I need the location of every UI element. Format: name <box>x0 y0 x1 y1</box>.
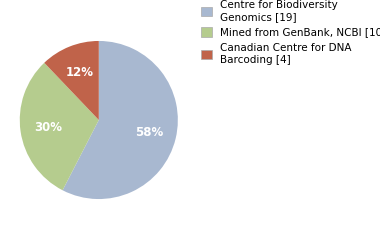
Text: 58%: 58% <box>135 126 163 139</box>
Wedge shape <box>63 41 178 199</box>
Wedge shape <box>20 63 99 190</box>
Wedge shape <box>44 41 99 120</box>
Legend: Centre for Biodiversity
Genomics [19], Mined from GenBank, NCBI [10], Canadian C: Centre for Biodiversity Genomics [19], M… <box>201 0 380 65</box>
Text: 12%: 12% <box>66 66 94 79</box>
Text: 30%: 30% <box>34 121 62 134</box>
